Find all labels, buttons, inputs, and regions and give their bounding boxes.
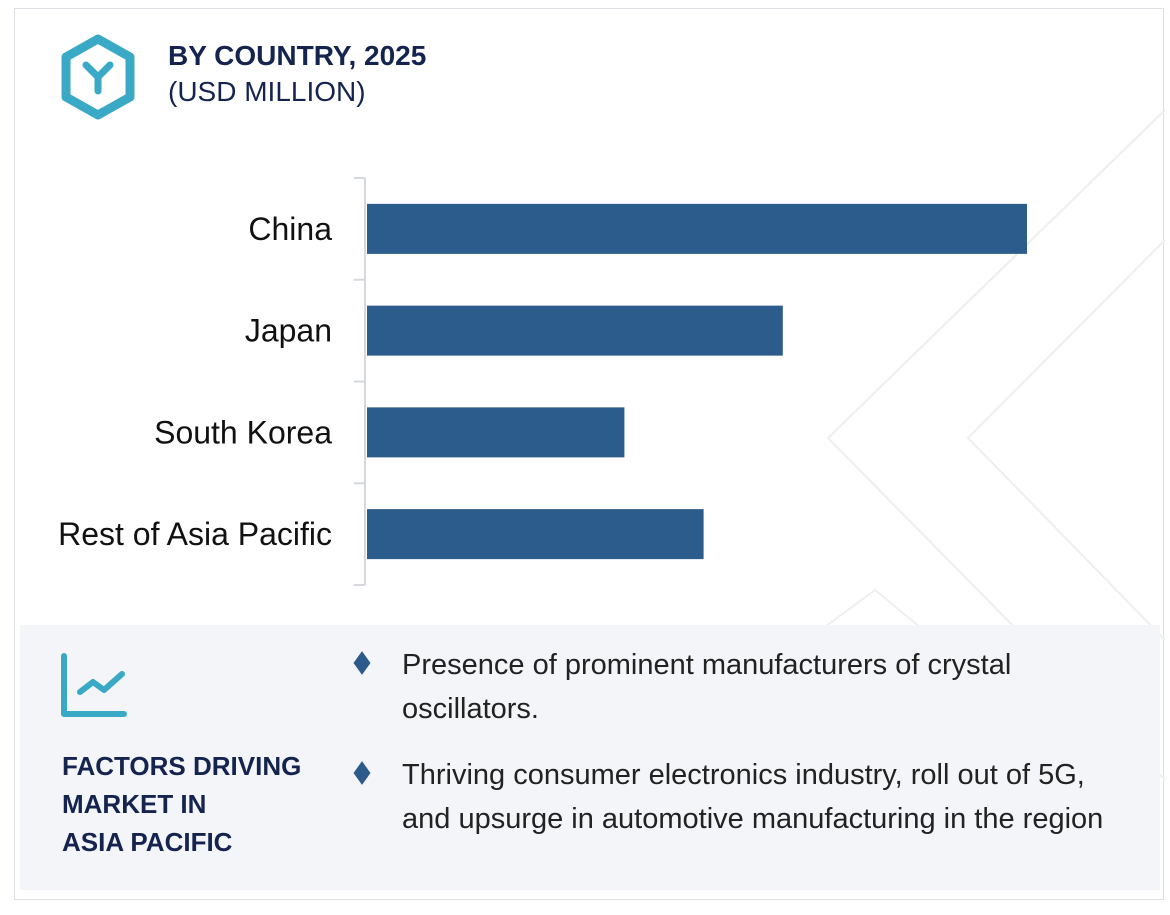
hexagon-y-logo-icon bbox=[61, 34, 135, 120]
bar-japan bbox=[367, 305, 783, 356]
factor-bullet: Presence of prominent manufacturers of c… bbox=[353, 643, 1140, 731]
factors-panel: FACTORS DRIVING MARKET IN ASIA PACIFIC P… bbox=[20, 625, 1160, 890]
factors-title-line: FACTORS DRIVING bbox=[62, 751, 302, 781]
line-chart-icon bbox=[61, 653, 127, 717]
factor-bullet: Thriving consumer electronics industry, … bbox=[353, 753, 1140, 841]
factor-text: Presence of prominent manufacturers of c… bbox=[402, 649, 1012, 725]
category-label: China bbox=[248, 211, 332, 247]
chart-title: BY COUNTRY, 2025 bbox=[168, 40, 427, 71]
infographic-frame bbox=[14, 8, 1164, 900]
factors-title: FACTORS DRIVING MARKET IN ASIA PACIFIC bbox=[62, 747, 301, 861]
bar-chart: China Japan South Korea Rest of Asia Pacifi… bbox=[58, 177, 1027, 586]
bar-rest-of-asia-pacific bbox=[367, 509, 704, 560]
category-label: Rest of Asia Pacific bbox=[58, 516, 332, 552]
category-label: South Korea bbox=[154, 414, 332, 450]
factors-title-line: MARKET IN bbox=[62, 789, 207, 819]
category-label: Japan bbox=[245, 313, 332, 349]
factors-title-line: ASIA PACIFIC bbox=[62, 827, 233, 857]
bar-china bbox=[367, 203, 1027, 254]
bar-south-korea bbox=[367, 407, 625, 458]
chart-subtitle: (USD MILLION) bbox=[168, 76, 366, 107]
factor-text: Thriving consumer electronics industry, … bbox=[402, 759, 1104, 835]
